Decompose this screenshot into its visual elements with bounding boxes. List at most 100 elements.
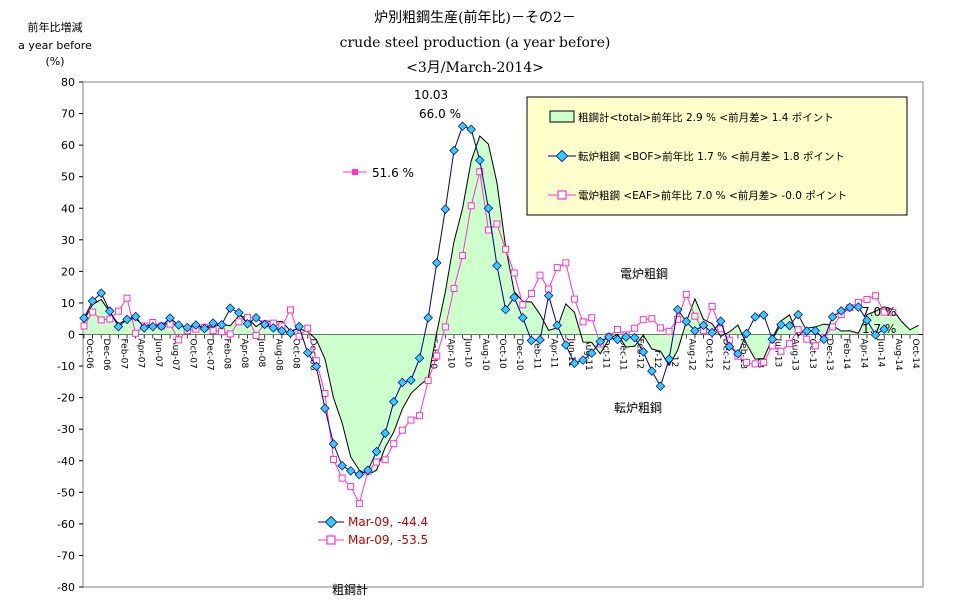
- peak-bof-label: 66.0 %: [419, 107, 461, 121]
- eaf-point: [648, 315, 656, 323]
- x-tick-label: Oct-12: [704, 339, 714, 369]
- bof-point: [733, 349, 743, 359]
- eaf-point: [218, 328, 226, 336]
- bof-point: [741, 328, 752, 339]
- bof-point: [87, 296, 98, 306]
- bof-point: [363, 465, 373, 475]
- eaf-point: [656, 324, 664, 332]
- x-tick-label: Apr-12: [652, 339, 662, 369]
- eaf-point: [373, 458, 381, 466]
- trough-bof-marker: [324, 515, 338, 529]
- y-tick-label: -30: [57, 423, 75, 436]
- legend-marker-eaf: [557, 190, 567, 200]
- bof-point: [853, 302, 864, 312]
- x-tick-label: Oct-14: [910, 339, 920, 370]
- eaf-point: [226, 330, 234, 338]
- bof-point: [320, 403, 330, 414]
- bof-point: [268, 323, 279, 333]
- bof-point: [621, 332, 631, 342]
- eaf-point: [889, 308, 897, 316]
- bof-point: [698, 320, 709, 331]
- bof-point: [242, 319, 253, 329]
- bof-point: [724, 341, 735, 352]
- bof-point: [750, 312, 760, 322]
- bof-point: [380, 428, 390, 439]
- series-line-bof: [83, 125, 885, 476]
- bof-point: [354, 469, 365, 480]
- bof-point: [629, 332, 640, 343]
- bof-point: [500, 304, 511, 315]
- bof-point: [707, 327, 717, 338]
- peak-total-label: 10.03: [414, 88, 448, 102]
- eaf-point: [536, 271, 544, 279]
- eaf-point: [330, 455, 338, 463]
- series-label-total: 粗鋼計: [332, 582, 368, 597]
- bof-point: [802, 326, 812, 336]
- eaf-point: [407, 416, 415, 424]
- bof-point: [655, 381, 666, 391]
- x-tick-label: Feb-13: [738, 339, 748, 370]
- trough-bof-label: Mar-09, -44.4: [348, 515, 428, 529]
- x-tick-label: Dec-06: [101, 339, 111, 371]
- x-tick-label: Apr-14: [858, 339, 868, 369]
- series-area-total: [84, 135, 919, 475]
- bof-point: [492, 260, 502, 271]
- bof-point: [870, 330, 881, 340]
- bof-point: [130, 311, 141, 322]
- eaf-point: [682, 290, 690, 298]
- bof-point: [647, 366, 657, 376]
- eaf-point: [450, 284, 458, 292]
- eaf-point: [287, 306, 294, 314]
- bof-point: [311, 361, 322, 372]
- y-unit-line1: 前年比増減: [28, 20, 83, 34]
- x-tick-label: Jun-13: [772, 338, 782, 368]
- eaf-point: [493, 220, 501, 228]
- x-tick-label: Dec-11: [617, 339, 627, 371]
- y-tick-label: -50: [57, 486, 75, 499]
- eaf-point: [829, 323, 837, 331]
- bof-point: [535, 335, 545, 345]
- bof-point: [216, 319, 227, 330]
- eaf-point: [502, 245, 510, 253]
- eaf-point: [209, 327, 217, 335]
- bof-point: [199, 323, 210, 334]
- x-axis: Oct-06 Dec-06 Feb-07 Apr-07 Jun-07 Aug-07 Oct-…: [83, 334, 923, 372]
- x-tick-label: Jun-11: [566, 338, 576, 368]
- bof-point: [139, 323, 149, 333]
- y-tick-label: 20: [61, 265, 75, 278]
- bof-point: [483, 203, 494, 213]
- bof-point: [715, 316, 726, 326]
- bof-point: [638, 347, 649, 357]
- eaf-point: [743, 359, 751, 367]
- end-label-eaf: 7.0 %: [862, 305, 896, 319]
- y-tick-label: 70: [61, 108, 75, 121]
- bof-point: [191, 320, 201, 330]
- bof-point: [337, 461, 347, 471]
- bof-point: [604, 332, 614, 342]
- y-tick-label: -70: [57, 549, 75, 562]
- legend-swatch-total: [549, 110, 575, 123]
- eaf-point: [304, 324, 312, 332]
- bof-point: [234, 307, 244, 318]
- x-tick-label: Apr-10: [445, 339, 455, 369]
- bof-point: [294, 321, 304, 332]
- bof-point: [776, 319, 786, 330]
- series-label-eaf: 電炉粗鋼: [620, 267, 668, 281]
- y-tick-label: -10: [57, 360, 75, 373]
- eaf-point: [794, 325, 802, 333]
- eaf-point: [811, 342, 819, 350]
- eaf-point: [476, 168, 484, 176]
- bof-point: [397, 377, 408, 388]
- x-tick-label: Aug-08: [273, 339, 283, 372]
- y-tick-label: -60: [57, 518, 75, 531]
- eaf-point: [114, 307, 122, 315]
- eaf-point: [777, 347, 785, 355]
- eaf-point: [433, 352, 441, 360]
- x-tick-label: Jun-10: [463, 338, 473, 368]
- x-tick-label: Aug-07: [170, 339, 180, 371]
- eaf-point: [106, 315, 114, 323]
- bof-point: [509, 292, 519, 302]
- eaf-point: [588, 314, 596, 322]
- eaf-point: [132, 329, 140, 337]
- x-tick-label: Apr-11: [549, 339, 559, 369]
